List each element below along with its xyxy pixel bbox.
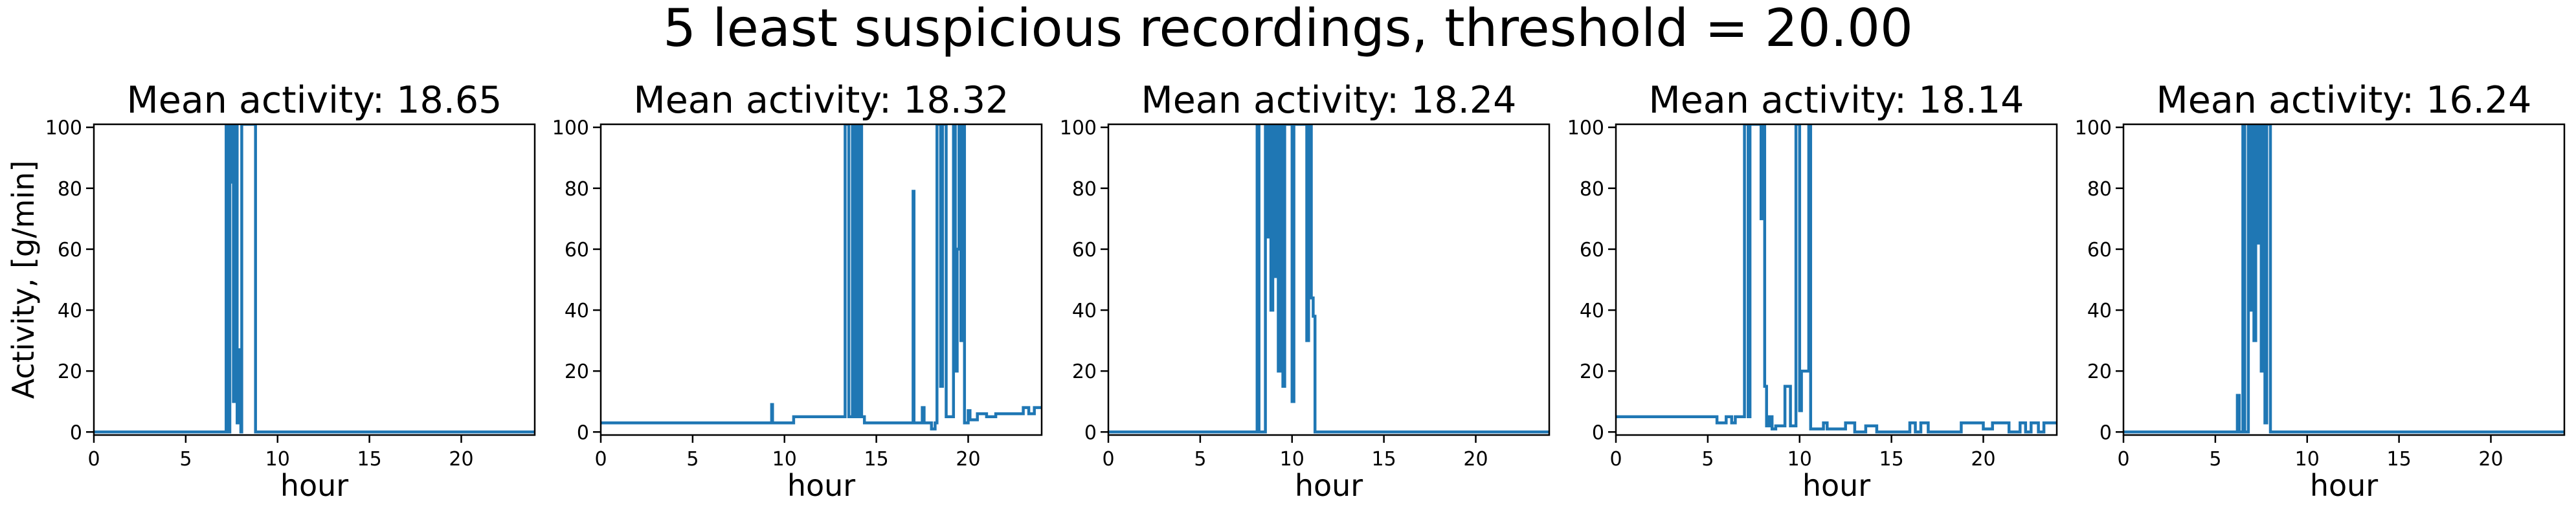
y-tick-label: 0 [577,421,589,444]
x-tick-label: 10 [1280,448,1305,471]
axes-frame-1 [93,123,536,436]
figure-title: 5 least suspicious recordings, threshold… [663,0,1913,58]
x-tick-label: 0 [1609,448,1622,471]
y-tick-label: 40 [1072,300,1097,322]
x-tick-label: 20 [449,448,473,471]
y-tick-label: 0 [1592,421,1604,444]
x-tick-label: 15 [2387,448,2412,471]
y-tick-label: 60 [58,239,82,262]
y-tick-label: 60 [2087,239,2112,262]
x-tick-label: 5 [1701,448,1714,471]
activity-line-1 [94,124,535,434]
panel-title-1: Mean activity: 18.65 [127,79,502,122]
y-tick-label: 40 [1580,300,1604,322]
x-tick-label: 10 [2295,448,2320,471]
y-tick-label: 100 [552,117,589,140]
x-axis-label-1: hour [280,468,348,503]
y-tick-label: 100 [45,117,82,140]
x-tick-label: 15 [864,448,889,471]
x-tick-label: 0 [1102,448,1114,471]
y-tick-label: 60 [1072,239,1097,262]
y-tick-label: 80 [2087,178,2112,201]
y-tick-label: 0 [2100,421,2112,444]
panel-title-2: Mean activity: 18.32 [634,79,1009,122]
x-tick-label: 15 [1372,448,1396,471]
y-tick-label: 60 [1580,239,1604,262]
x-tick-label: 5 [1194,448,1206,471]
x-axis-label-5: hour [2310,468,2378,503]
x-tick-label: 15 [1879,448,1904,471]
y-tick-label: 20 [2087,361,2112,383]
activity-line-5 [2123,124,2564,434]
panel-title-4: Mean activity: 18.14 [1649,79,2024,122]
axes-frame-4 [1615,123,2058,436]
x-tick-label: 0 [594,448,607,471]
panel-title-5: Mean activity: 16.24 [2156,79,2532,122]
x-axis-label-3: hour [1295,468,1363,503]
y-tick-label: 20 [58,361,82,383]
y-tick-label: 40 [58,300,82,322]
y-tick-label: 100 [2075,117,2112,140]
x-tick-label: 10 [772,448,797,471]
activity-line-4 [1616,124,2057,434]
activity-line-3 [1108,124,1549,434]
x-axis-label-2: hour [787,468,855,503]
y-tick-label: 80 [1072,178,1097,201]
activity-line-2 [601,124,1042,430]
y-tick-label: 80 [565,178,589,201]
x-tick-label: 10 [1787,448,1812,471]
y-tick-label: 40 [565,300,589,322]
x-axis-label-4: hour [1802,468,1870,503]
y-tick-label: 80 [1580,178,1604,201]
y-tick-label: 100 [1060,117,1097,140]
y-tick-label: 80 [58,178,82,201]
y-tick-label: 0 [70,421,82,444]
y-tick-label: 40 [2087,300,2112,322]
x-tick-label: 5 [179,448,192,471]
x-tick-label: 20 [1463,448,1488,471]
y-axis-label: Activity, [g/min] [6,161,41,399]
x-tick-label: 5 [686,448,699,471]
x-tick-label: 0 [2117,448,2129,471]
y-tick-label: 0 [1084,421,1097,444]
y-tick-label: 60 [565,239,589,262]
y-tick-label: 20 [1072,361,1097,383]
x-tick-label: 0 [87,448,100,471]
y-tick-label: 100 [1567,117,1604,140]
y-tick-label: 20 [1580,361,1604,383]
x-tick-label: 20 [2478,448,2503,471]
panel-title-3: Mean activity: 18.24 [1141,79,1517,122]
axes-frame-3 [1107,123,1551,436]
axes-frame-5 [2122,123,2566,436]
x-tick-label: 5 [2209,448,2221,471]
axes-frame-2 [599,123,1043,436]
x-tick-label: 20 [956,448,980,471]
x-tick-label: 15 [357,448,382,471]
y-tick-label: 20 [565,361,589,383]
x-tick-label: 20 [1971,448,1995,471]
x-tick-label: 10 [265,448,290,471]
